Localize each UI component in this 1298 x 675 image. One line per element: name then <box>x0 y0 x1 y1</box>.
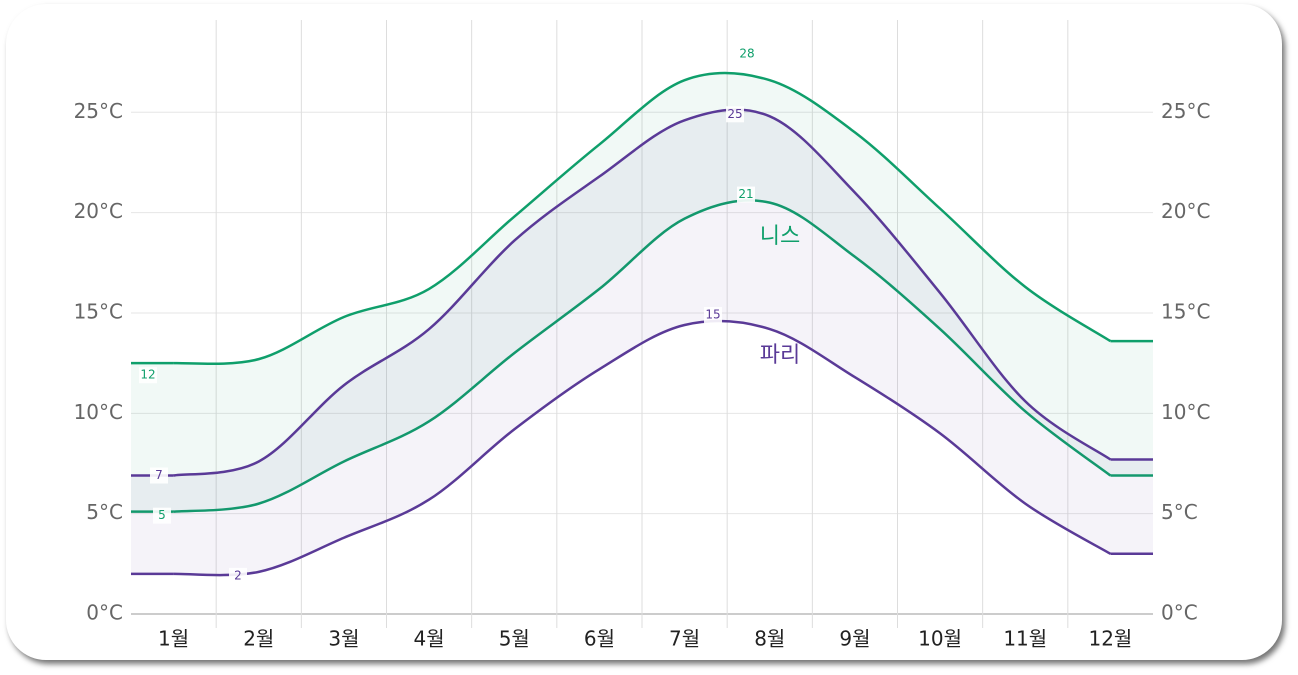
y-tick-label-right: 20°C <box>1161 199 1210 223</box>
annotation: 21 <box>738 187 753 201</box>
x-tick-label: 7월 <box>669 627 700 651</box>
band-fill-edge <box>131 363 174 512</box>
x-tick-label: 10월 <box>918 627 962 651</box>
y-tick-label-right: 0°C <box>1161 601 1198 625</box>
x-tick-label: 11월 <box>1003 627 1047 651</box>
x-tick-label: 5월 <box>499 627 530 651</box>
y-tick-label-right: 25°C <box>1161 99 1210 123</box>
annotation: 28 <box>739 47 754 61</box>
annotation-bg <box>153 507 171 524</box>
chart: 0°C 0°C 5°C 5°C 10°C 10°C 15°C 15°C 20°C 20°C 25°C… <box>74 20 1210 651</box>
x-tick-label: 8월 <box>754 627 785 651</box>
band-fill-edge <box>1110 341 1153 476</box>
x-tick-label: 4월 <box>414 627 445 651</box>
annotation: 5 <box>158 508 166 522</box>
card: 0°C 0°C 5°C 5°C 10°C 10°C 15°C 15°C 20°C 20°C 25°C… <box>6 4 1282 660</box>
series-label: 파리 <box>760 343 800 368</box>
y-tick-label-right: 15°C <box>1161 299 1210 323</box>
annotation-bg <box>229 567 247 584</box>
x-tick-label: 2월 <box>243 627 274 651</box>
x-tick-label: 1월 <box>158 627 189 651</box>
y-tick-label: 0°C <box>86 601 123 625</box>
y-tick-label: 15°C <box>74 299 123 323</box>
annotation: 12 <box>140 368 155 382</box>
x-tick-label: 3월 <box>328 627 359 651</box>
band-fill-edge <box>131 475 174 574</box>
y-tick-label: 25°C <box>74 99 123 123</box>
annotation-bg <box>150 467 168 484</box>
annotation-bg <box>737 186 755 203</box>
y-tick-label-right: 10°C <box>1161 400 1210 424</box>
x-tick-label: 6월 <box>584 627 615 651</box>
band-fill <box>173 72 1111 512</box>
high-line <box>173 71 1112 366</box>
low-line <box>173 199 1112 513</box>
annotation: 25 <box>727 107 742 121</box>
series-label: 니스 <box>760 224 800 249</box>
annotation-bg <box>139 367 157 384</box>
high-line <box>173 108 1112 477</box>
x-tick-label: 12월 <box>1088 627 1132 651</box>
band-fill-edge <box>1110 459 1153 554</box>
y-tick-label: 5°C <box>86 500 123 524</box>
annotation-bg <box>704 306 722 323</box>
annotation: 15 <box>705 307 720 321</box>
x-tick-label: 9월 <box>839 627 870 651</box>
annotation-bg <box>738 46 756 63</box>
annotation: 7 <box>155 468 163 482</box>
annotation-bg <box>726 106 744 123</box>
low-line <box>173 319 1112 577</box>
y-tick-label-right: 5°C <box>1161 500 1198 524</box>
annotation: 2 <box>234 568 242 582</box>
y-tick-label: 10°C <box>74 400 123 424</box>
y-tick-label: 20°C <box>74 199 123 223</box>
